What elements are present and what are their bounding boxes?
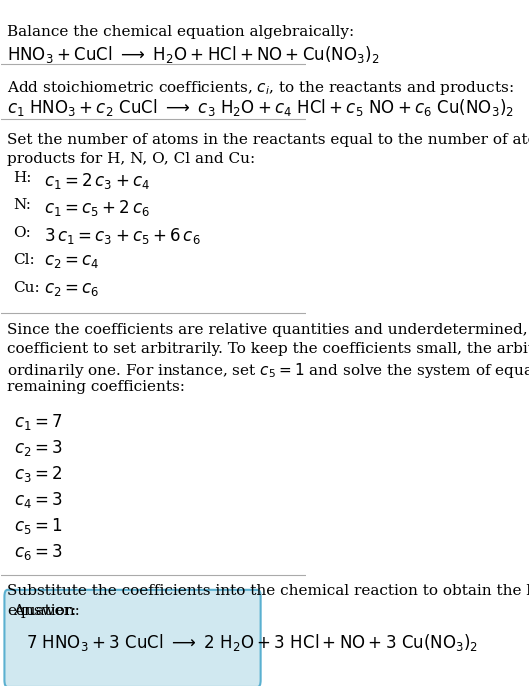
Text: N:: N: (14, 199, 32, 212)
Text: $\mathrm{HNO_3 + CuCl\ \longrightarrow\ H_2O + HCl + NO + Cu(NO_3)_2}$: $\mathrm{HNO_3 + CuCl\ \longrightarrow\ … (7, 44, 380, 65)
Text: $c_1\ \mathrm{HNO_3} + c_2\ \mathrm{CuCl}\ \longrightarrow\ c_3\ \mathrm{H_2O} +: $c_1\ \mathrm{HNO_3} + c_2\ \mathrm{CuCl… (7, 97, 514, 118)
Text: $c_4 = 3$: $c_4 = 3$ (14, 490, 62, 510)
Text: $c_3 = 2$: $c_3 = 2$ (14, 464, 62, 484)
Text: $c_2 = 3$: $c_2 = 3$ (14, 438, 62, 458)
Text: $3\,c_1 = c_3 + c_5 + 6\,c_6$: $3\,c_1 = c_3 + c_5 + 6\,c_6$ (44, 226, 200, 246)
Text: $c_6 = 3$: $c_6 = 3$ (14, 542, 62, 562)
Text: O:: O: (14, 226, 31, 240)
Text: Cu:: Cu: (14, 280, 40, 295)
Text: Set the number of atoms in the reactants equal to the number of atoms in the: Set the number of atoms in the reactants… (7, 133, 529, 147)
Text: remaining coefficients:: remaining coefficients: (7, 381, 186, 394)
Text: $7\ \mathrm{HNO_3} + 3\ \mathrm{CuCl}\ \longrightarrow\ 2\ \mathrm{H_2O} + 3\ \m: $7\ \mathrm{HNO_3} + 3\ \mathrm{CuCl}\ \… (26, 632, 478, 653)
Text: coefficient to set arbitrarily. To keep the coefficients small, the arbitrary va: coefficient to set arbitrarily. To keep … (7, 342, 529, 356)
Text: $c_1 = c_5 + 2\,c_6$: $c_1 = c_5 + 2\,c_6$ (44, 199, 150, 218)
Text: H:: H: (14, 171, 32, 185)
FancyBboxPatch shape (4, 590, 261, 687)
Text: Balance the chemical equation algebraically:: Balance the chemical equation algebraica… (7, 25, 355, 39)
Text: Cl:: Cl: (14, 254, 35, 267)
Text: Answer:: Answer: (14, 603, 77, 618)
Text: products for H, N, O, Cl and Cu:: products for H, N, O, Cl and Cu: (7, 152, 256, 166)
Text: $c_5 = 1$: $c_5 = 1$ (14, 516, 62, 536)
Text: ordinarily one. For instance, set $c_5 = 1$ and solve the system of equations fo: ordinarily one. For instance, set $c_5 =… (7, 361, 529, 381)
Text: equation:: equation: (7, 603, 80, 618)
Text: $c_1 = 7$: $c_1 = 7$ (14, 412, 62, 432)
Text: Substitute the coefficients into the chemical reaction to obtain the balanced: Substitute the coefficients into the che… (7, 585, 529, 598)
Text: Add stoichiometric coefficients, $c_i$, to the reactants and products:: Add stoichiometric coefficients, $c_i$, … (7, 79, 514, 97)
Text: $c_1 = 2\,c_3 + c_4$: $c_1 = 2\,c_3 + c_4$ (44, 171, 150, 191)
Text: Since the coefficients are relative quantities and underdetermined, choose a: Since the coefficients are relative quan… (7, 323, 529, 337)
Text: $c_2 = c_4$: $c_2 = c_4$ (44, 254, 99, 270)
Text: $c_2 = c_6$: $c_2 = c_6$ (44, 280, 99, 297)
